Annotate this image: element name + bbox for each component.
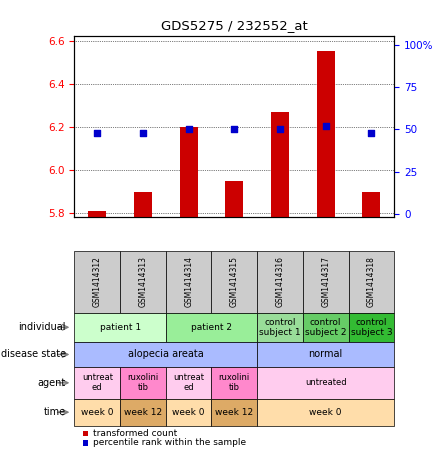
Point bbox=[185, 126, 192, 133]
Title: GDS5275 / 232552_at: GDS5275 / 232552_at bbox=[161, 19, 308, 32]
Text: GSM1414314: GSM1414314 bbox=[184, 256, 193, 308]
Point bbox=[322, 122, 329, 130]
Text: untreat
ed: untreat ed bbox=[82, 373, 113, 392]
Text: control
subject 1: control subject 1 bbox=[259, 318, 301, 337]
Text: agent: agent bbox=[38, 378, 66, 388]
Text: ruxolini
tib: ruxolini tib bbox=[127, 373, 159, 392]
Text: patient 1: patient 1 bbox=[99, 323, 141, 332]
Text: week 0: week 0 bbox=[81, 408, 113, 417]
Text: week 12: week 12 bbox=[124, 408, 162, 417]
Bar bbox=[271, 112, 289, 217]
Text: ruxolini
tib: ruxolini tib bbox=[219, 373, 250, 392]
Text: normal: normal bbox=[308, 349, 343, 360]
Point bbox=[139, 129, 146, 136]
Text: week 0: week 0 bbox=[309, 408, 342, 417]
Text: time: time bbox=[43, 407, 66, 417]
Text: GSM1414312: GSM1414312 bbox=[93, 256, 102, 308]
Point bbox=[231, 126, 238, 133]
Text: untreated: untreated bbox=[305, 378, 346, 387]
Text: transformed count: transformed count bbox=[93, 429, 177, 438]
Bar bbox=[362, 192, 381, 217]
Text: GSM1414317: GSM1414317 bbox=[321, 256, 330, 308]
Text: GSM1414318: GSM1414318 bbox=[367, 256, 376, 308]
Bar bbox=[134, 192, 152, 217]
Point bbox=[368, 129, 375, 136]
Text: GSM1414315: GSM1414315 bbox=[230, 256, 239, 308]
Text: alopecia areata: alopecia areata bbox=[128, 349, 204, 360]
Point bbox=[94, 129, 101, 136]
Text: percentile rank within the sample: percentile rank within the sample bbox=[93, 439, 246, 447]
Bar bbox=[180, 127, 198, 217]
Text: GSM1414313: GSM1414313 bbox=[138, 256, 148, 308]
Text: week 0: week 0 bbox=[173, 408, 205, 417]
Bar bbox=[88, 211, 106, 217]
Text: untreat
ed: untreat ed bbox=[173, 373, 204, 392]
Text: control
subject 2: control subject 2 bbox=[305, 318, 346, 337]
Text: control
subject 3: control subject 3 bbox=[350, 318, 392, 337]
Text: GSM1414316: GSM1414316 bbox=[276, 256, 285, 308]
Text: week 12: week 12 bbox=[215, 408, 254, 417]
Bar bbox=[225, 181, 244, 217]
Text: individual: individual bbox=[18, 322, 66, 333]
Bar bbox=[317, 51, 335, 217]
Text: patient 2: patient 2 bbox=[191, 323, 232, 332]
Text: disease state: disease state bbox=[0, 349, 66, 360]
Point bbox=[276, 126, 283, 133]
